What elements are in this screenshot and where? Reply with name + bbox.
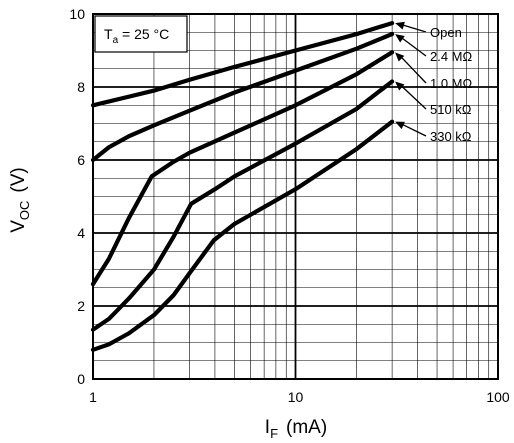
series-layer [90, 21, 395, 352]
y-tick-label: 6 [77, 152, 85, 168]
label-arrowhead [395, 21, 405, 30]
series-label: 510 kΩ [430, 102, 472, 117]
y-tick-label: 4 [77, 225, 85, 241]
y-tick-label: 2 [77, 298, 85, 314]
y-axis-label: VOC(V) [8, 167, 32, 233]
series-line [90, 32, 395, 163]
label-arrowhead [395, 121, 405, 130]
annotation-box [94, 15, 188, 53]
plot-frame [92, 13, 499, 380]
series-labels: Open 2.4 MΩ 1.0 MΩ 510 kΩ 330 kΩ [395, 21, 473, 144]
label-arrowhead [395, 81, 405, 91]
series-line [90, 21, 395, 108]
x-tick-labels: 1 10 100 [89, 389, 510, 405]
x-tick-label: 1 [89, 389, 97, 405]
label-leader [400, 123, 427, 137]
label-leader [400, 85, 427, 110]
y-tick-label: 10 [69, 6, 85, 22]
series-line [90, 119, 395, 352]
y-tick-label: 0 [77, 371, 85, 387]
label-arrowhead [395, 34, 405, 43]
annotation-text: Ta = 25 °C [104, 26, 169, 46]
x-tick-label: 100 [486, 389, 510, 405]
series-line [90, 79, 395, 332]
label-leader [400, 23, 427, 33]
series-label: 330 kΩ [430, 129, 472, 144]
series-label: 1.0 MΩ [430, 76, 473, 91]
label-leader [400, 36, 427, 57]
x-axis-label: IF (mA) [265, 417, 327, 441]
temperature-annotation: Ta = 25 °C [94, 15, 188, 53]
series-label: Open [430, 25, 462, 40]
series-label: 2.4 MΩ [430, 49, 473, 64]
y-tick-label: 8 [77, 79, 85, 95]
y-tick-labels: 0 2 4 6 8 10 [69, 6, 85, 387]
x-tick-label: 10 [288, 389, 304, 405]
label-arrowhead [395, 52, 405, 62]
label-leader [400, 56, 427, 84]
series-line [90, 50, 395, 287]
